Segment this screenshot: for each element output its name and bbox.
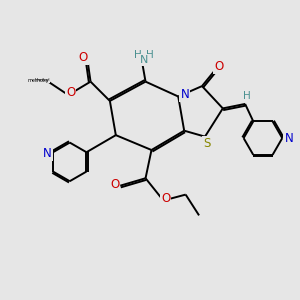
Text: O: O — [66, 85, 75, 98]
Text: O: O — [79, 51, 88, 64]
Text: N: N — [140, 55, 148, 65]
Text: O: O — [161, 192, 170, 205]
Text: H: H — [146, 50, 153, 60]
Text: N: N — [284, 132, 293, 145]
Text: O: O — [214, 60, 224, 73]
Text: H: H — [134, 50, 142, 60]
Text: S: S — [203, 137, 210, 150]
Text: N: N — [180, 88, 189, 100]
Text: O: O — [110, 178, 120, 191]
Text: H: H — [243, 91, 250, 100]
Text: methyl: methyl — [36, 78, 50, 82]
Text: methoxy: methoxy — [28, 78, 50, 83]
Text: N: N — [43, 147, 52, 160]
